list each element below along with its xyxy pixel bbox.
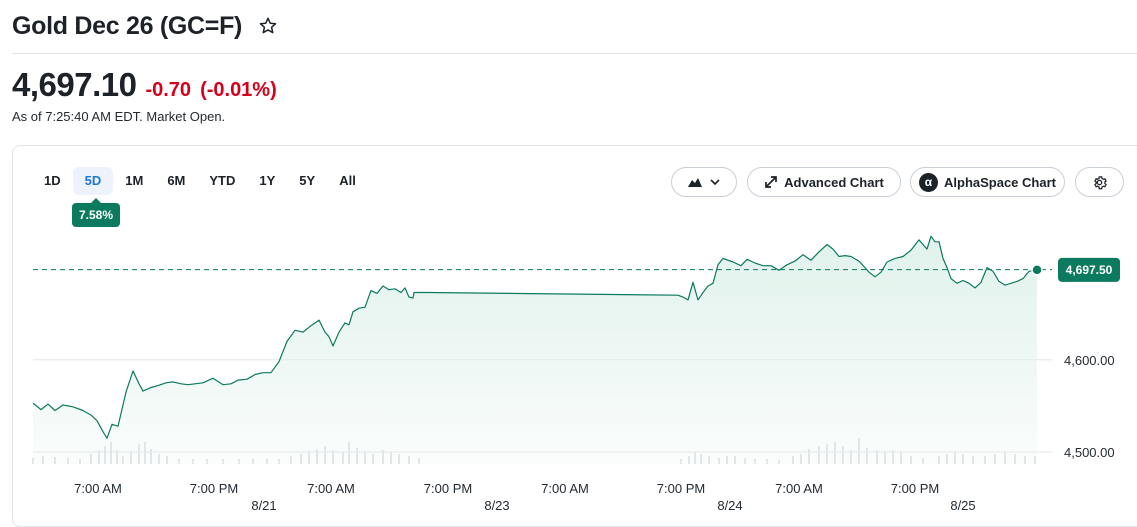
- price-line: [32, 235, 1038, 439]
- chart-type-button[interactable]: [671, 167, 737, 197]
- x-tick-label: 7:00 PM: [657, 481, 705, 496]
- x-date-label: 8/21: [251, 498, 276, 513]
- expand-arrows-icon: [764, 175, 778, 189]
- alphaspace-chart-button[interactable]: α AlphaSpace Chart: [910, 167, 1065, 197]
- x-tick-label: 7:00 AM: [307, 481, 355, 496]
- last-price-marker: [1031, 264, 1043, 276]
- price-area: [33, 236, 1037, 464]
- market-status: As of 7:25:40 AM EDT. Market Open.: [12, 109, 226, 124]
- price-change-percent: (-0.01%): [200, 79, 277, 101]
- advanced-chart-button[interactable]: Advanced Chart: [747, 167, 901, 197]
- chevron-down-icon: [710, 179, 720, 185]
- x-date-label: 8/23: [484, 498, 509, 513]
- alphaspace-chart-label: AlphaSpace Chart: [944, 174, 1056, 190]
- gear-icon: [1092, 175, 1107, 190]
- price-row: 4,697.10 -0.70 (-0.01%): [12, 66, 277, 104]
- header-divider: [12, 53, 1137, 54]
- star-icon[interactable]: [258, 16, 278, 36]
- range-tab-ytd[interactable]: YTD: [209, 173, 236, 188]
- last-price: 4,697.10: [12, 66, 137, 103]
- advanced-chart-label: Advanced Chart: [784, 174, 884, 190]
- range-tab-1y[interactable]: 1Y: [259, 173, 276, 188]
- x-tick-label: 7:00 PM: [190, 481, 238, 496]
- range-tab-1d[interactable]: 1D: [44, 173, 61, 188]
- x-tick-label: 7:00 AM: [541, 481, 589, 496]
- range-tab-all[interactable]: All: [339, 173, 356, 188]
- range-tab-1m[interactable]: 1M: [125, 173, 144, 188]
- x-tick-label: 7:00 PM: [424, 481, 472, 496]
- x-tick-label: 7:00 AM: [74, 481, 122, 496]
- price-change: -0.70: [145, 79, 192, 101]
- range-tab-5y[interactable]: 5Y: [299, 173, 316, 188]
- x-date-label: 8/24: [717, 498, 742, 513]
- y-tick-label: 4,500.00: [1064, 445, 1115, 460]
- range-tab-6m[interactable]: 6M: [167, 173, 186, 188]
- x-date-label: 8/25: [950, 498, 975, 513]
- mountain-icon: [688, 177, 702, 187]
- x-tick-label: 7:00 AM: [775, 481, 823, 496]
- alphaspace-logo-icon: α: [919, 172, 938, 192]
- title-row: Gold Dec 26 (GC=F): [12, 6, 278, 46]
- range-tab-5d[interactable]: 5D: [72, 167, 114, 195]
- performance-badge: 7.58%: [72, 198, 120, 227]
- y-tick-label: 4,600.00: [1064, 353, 1115, 368]
- page-title: Gold Dec 26 (GC=F): [12, 11, 243, 40]
- x-tick-label: 7:00 PM: [891, 481, 939, 496]
- last-price-badge: [1058, 257, 1120, 282]
- range-tabs: 1D 5D 1M 6M YTD 1Y 5Y All: [32, 167, 368, 195]
- last-price-badge-label: 4,697.50: [1066, 263, 1113, 277]
- settings-button[interactable]: [1075, 167, 1124, 197]
